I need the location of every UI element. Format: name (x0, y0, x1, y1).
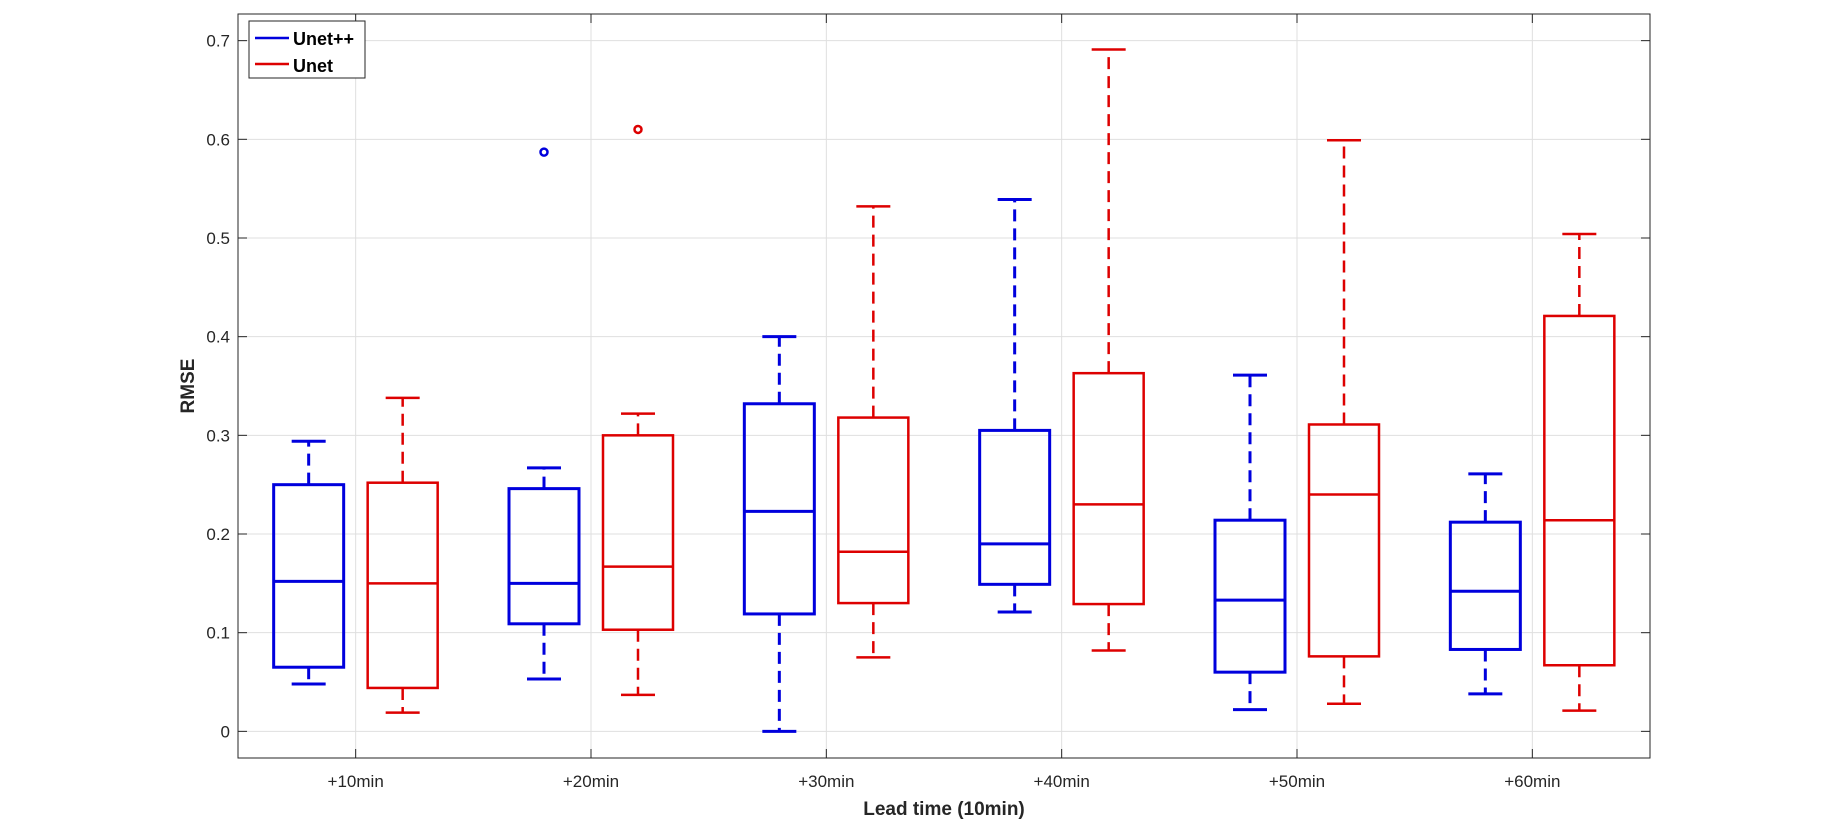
x-tick-label: +40min (1034, 772, 1090, 791)
y-axis-label: RMSE (178, 359, 199, 414)
x-tick-label: +10min (328, 772, 384, 791)
iqr-box (366, 481, 439, 690)
iqr-box (272, 483, 346, 669)
iqr-box (507, 487, 581, 626)
plot-area-frame (237, 13, 1651, 759)
box-unetpppp-20min (507, 147, 581, 681)
box-unetpppp-40min (978, 198, 1052, 614)
axis-ticks: 0 0.1 0.2 0.3 0.4 0.5 0.6 0.7 +10min +20min +30min… (206, 14, 1650, 791)
x-tick-label: +30min (798, 772, 854, 791)
box-unet-60min (1543, 232, 1616, 712)
box-unet-20min (601, 124, 675, 697)
iqr-box (837, 416, 910, 605)
outlier-point (633, 124, 643, 135)
y-tick-label: 0.7 (206, 32, 230, 51)
iqr-box (742, 402, 816, 616)
legend-box (248, 20, 366, 79)
outlier-point (539, 147, 549, 157)
x-tick-label: +50min (1269, 772, 1325, 791)
legend-label-unetpp: Unet++ (293, 29, 354, 49)
box-unetpppp-30min (742, 335, 816, 733)
iqr-box (978, 428, 1052, 586)
y-tick-label: 0.2 (206, 525, 230, 544)
iqr-box (1307, 423, 1381, 658)
iqr-box (1213, 518, 1287, 674)
iqr-box (601, 434, 675, 631)
y-tick-label: 0.6 (206, 130, 230, 149)
x-tick-label: +60min (1504, 772, 1560, 791)
box-unetpppp-60min (1448, 472, 1522, 696)
y-tick-label: 0.1 (206, 624, 230, 643)
grid-lines (238, 14, 1650, 758)
x-tick-label: +20min (563, 772, 619, 791)
box-unetpppp-10min (272, 439, 346, 686)
x-axis-label: Lead time (10min) (863, 799, 1025, 820)
y-tick-label: 0.4 (206, 328, 230, 347)
box-unet-30min (837, 205, 910, 659)
box-unet-50min (1307, 139, 1381, 705)
box-plot-marks (272, 48, 1616, 733)
y-tick-label: 0.3 (206, 426, 230, 445)
iqr-box (1072, 371, 1145, 606)
y-tick-label: 0 (221, 722, 230, 741)
iqr-box (1543, 314, 1616, 667)
y-tick-label: 0.5 (206, 229, 230, 248)
box-unetpppp-50min (1213, 373, 1287, 712)
box-unet-10min (366, 396, 439, 714)
legend-label-unet: Unet (293, 56, 333, 76)
legend: Unet++ Unet (248, 20, 366, 79)
box-unet-40min (1072, 48, 1145, 652)
iqr-box (1448, 520, 1522, 651)
